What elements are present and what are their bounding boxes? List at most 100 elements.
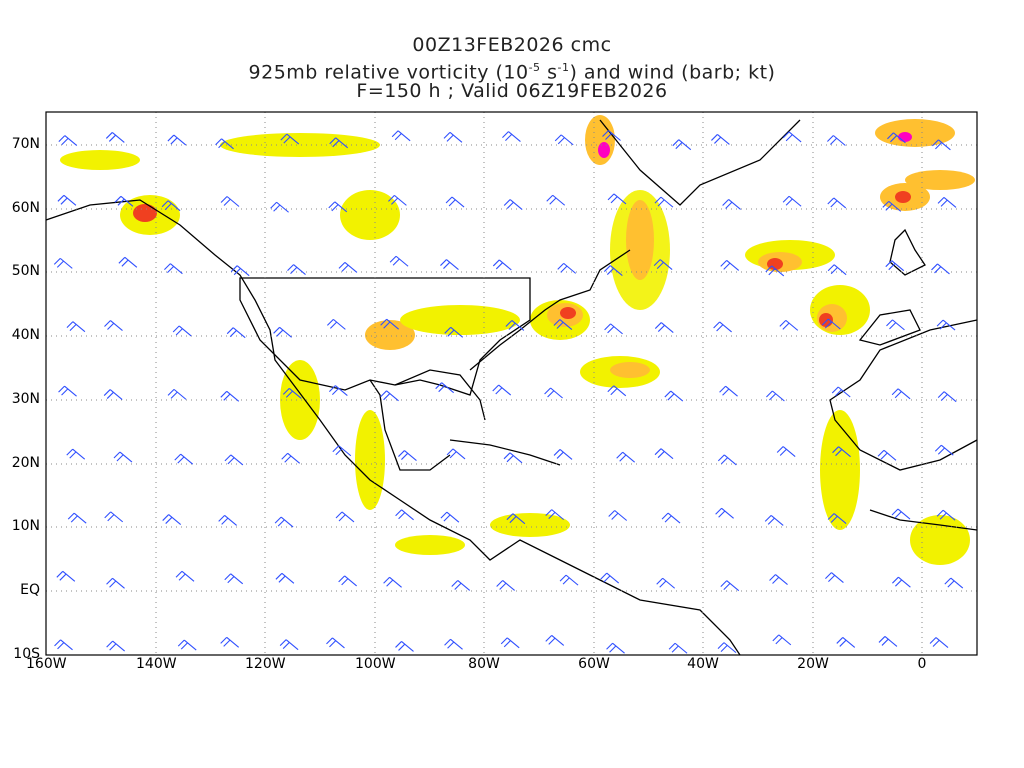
wind-barb [654, 322, 674, 333]
wind-barb [722, 199, 741, 210]
lat-label: 60N [11, 200, 40, 216]
wind-barb [226, 327, 246, 339]
wind-barb [398, 450, 417, 461]
wind-barb [713, 321, 732, 333]
wind-barb [825, 572, 844, 584]
coastlines [45, 119, 978, 656]
wind-barb [503, 452, 523, 464]
wind-barb [383, 576, 402, 588]
wind-barb [164, 263, 183, 275]
wind-barb [446, 448, 466, 460]
wind-barb [280, 133, 300, 145]
wind-barb [54, 639, 73, 651]
wind-barb [827, 197, 847, 209]
wind-barb [653, 259, 673, 271]
wind-barb [388, 194, 407, 206]
wind-barb [885, 260, 905, 272]
wind-barb [500, 637, 520, 649]
wind-barb [281, 452, 301, 464]
wind-barb [435, 382, 455, 394]
wind-barb [279, 639, 299, 651]
wind-barb [66, 321, 86, 333]
wind-barb [887, 132, 906, 144]
wind-barb [602, 130, 621, 141]
wind-barb [715, 507, 734, 519]
wind-barb [174, 453, 194, 465]
wind-barb [104, 320, 123, 331]
wind-barb [282, 387, 302, 399]
wind-barb [782, 195, 802, 207]
wind-barb [717, 454, 737, 466]
wind-barb [66, 448, 86, 460]
wind-barb [877, 449, 897, 461]
wind-barb [67, 512, 87, 524]
wind-barb [106, 640, 125, 652]
wind-barb [654, 448, 674, 460]
wind-barb [607, 193, 627, 205]
wind-barb [779, 319, 799, 331]
wind-barb [118, 256, 138, 268]
wind-barb [600, 572, 620, 584]
wind-barb [832, 446, 851, 458]
wind-barb [668, 642, 688, 654]
wind-barb [604, 323, 623, 335]
wind-barb [106, 577, 125, 589]
wind-barb [616, 451, 636, 463]
wind-barb [215, 138, 234, 150]
wind-barb [275, 572, 295, 584]
lat-label: 10S [13, 646, 40, 662]
wind-barb [389, 255, 409, 267]
wind-barb [103, 389, 123, 400]
wind-barb [220, 196, 240, 207]
wind-barb [937, 391, 957, 403]
wind-barb [506, 513, 526, 525]
wind-barb [444, 326, 464, 338]
wind-barb [287, 264, 306, 276]
wind-barb [220, 636, 240, 648]
vorticity-shading [60, 115, 975, 565]
wind-barb [172, 325, 192, 337]
wind-barb [891, 508, 911, 520]
wind-barb [656, 577, 676, 589]
wind-barb [782, 131, 802, 143]
lon-label: 160W [26, 656, 67, 672]
wind-barb [607, 385, 627, 397]
wind-barb [606, 642, 625, 654]
lon-label: 80W [468, 656, 500, 672]
wind-barb [332, 445, 352, 457]
wind-barb [931, 263, 950, 275]
wind-barb [545, 634, 565, 646]
wind-barb [827, 264, 847, 276]
wind-barb [553, 319, 573, 330]
wind-barb [270, 201, 289, 213]
wind-barb [826, 135, 846, 146]
wind-barb [719, 385, 738, 397]
wind-barb [553, 449, 573, 460]
wind-barb [936, 509, 956, 521]
wind-barb [53, 257, 73, 269]
wind-barb [546, 194, 566, 206]
title-text: ) and wind (barb; kt) [569, 61, 776, 84]
wind-barb [608, 510, 628, 521]
lon-label: 20W [797, 656, 829, 672]
wind-barb [440, 511, 460, 523]
wind-barb [492, 259, 512, 271]
wind-barb [503, 199, 523, 210]
lat-label: 50N [11, 263, 40, 279]
lat-label: 70N [11, 136, 40, 152]
wind-barb [821, 318, 841, 330]
wind-barb [545, 509, 565, 521]
wind-barb [764, 514, 784, 526]
wind-barb [329, 137, 349, 149]
wind-barb [836, 637, 856, 648]
wind-barb [220, 390, 240, 402]
wind-barb [944, 577, 964, 589]
wind-barb [892, 576, 911, 588]
wind-barb [451, 580, 471, 591]
wind-barb [273, 326, 292, 338]
wind-barb [380, 318, 399, 330]
map-frame [45, 111, 978, 656]
wind-barb [104, 511, 124, 523]
wind-barb [114, 195, 134, 207]
